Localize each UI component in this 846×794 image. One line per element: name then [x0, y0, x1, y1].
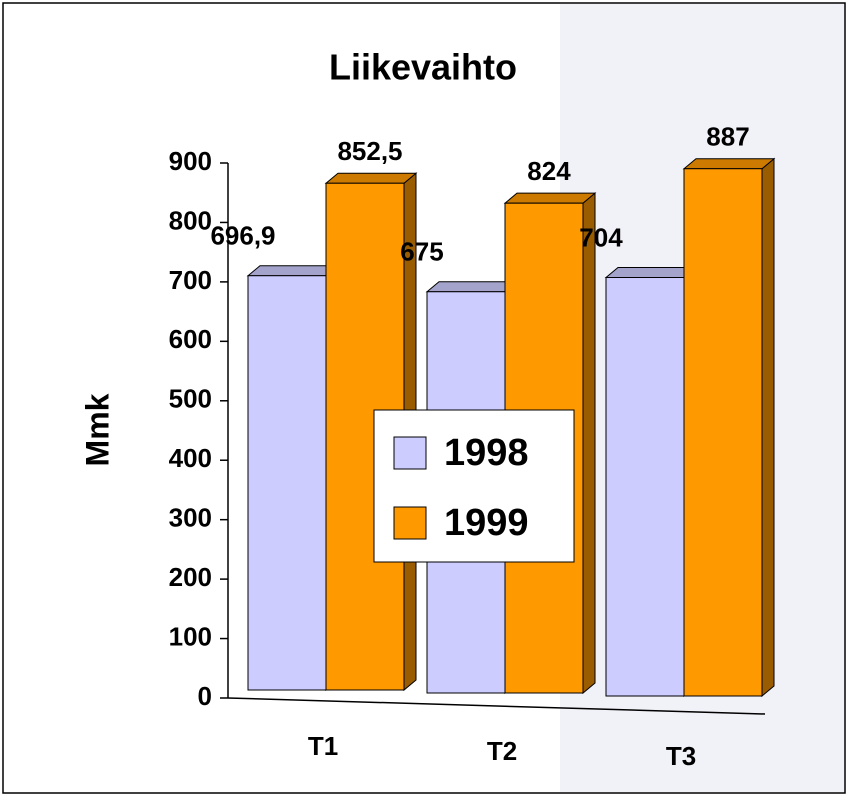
bar-side	[761, 157, 775, 698]
bar-top	[425, 281, 519, 293]
y-tick-label: 100	[169, 621, 212, 651]
chart-title: Liikevaihto	[329, 47, 517, 88]
x-tick-label: T3	[666, 741, 696, 771]
bar-top	[682, 158, 776, 170]
data-label: 887	[706, 122, 749, 152]
legend-label: 1999	[444, 502, 529, 544]
bar-top	[503, 192, 597, 204]
data-label: 824	[527, 156, 571, 186]
data-label: 675	[400, 237, 443, 267]
x-tick-label: T1	[308, 731, 338, 761]
bar-top	[604, 267, 698, 279]
y-tick-label: 800	[169, 205, 212, 235]
bar-side	[582, 192, 596, 695]
bar	[605, 277, 685, 697]
y-tick-label: 500	[169, 384, 212, 414]
legend-swatch	[393, 506, 427, 540]
x-axis	[227, 697, 766, 715]
y-tick-label: 300	[169, 503, 212, 533]
data-label: 704	[579, 222, 623, 252]
y-tick-label: 200	[169, 562, 212, 592]
legend: 1998 1999	[373, 409, 575, 563]
bar-top	[324, 172, 418, 184]
x-tick-label: T2	[487, 736, 517, 766]
legend-label: 1998	[444, 432, 529, 474]
bar	[683, 168, 763, 697]
data-label: 852,5	[337, 136, 402, 166]
y-tick-label: 700	[169, 265, 212, 295]
y-tick-label: 900	[169, 146, 212, 176]
bar-top	[246, 265, 340, 277]
legend-swatch	[393, 436, 427, 470]
y-tick-label: 400	[169, 443, 212, 473]
y-tick-label: 600	[169, 324, 212, 354]
y-axis-label: Mmk	[79, 393, 115, 466]
y-tick-label: 0	[198, 681, 212, 711]
data-label: 696,9	[210, 221, 275, 251]
bar	[247, 275, 327, 691]
